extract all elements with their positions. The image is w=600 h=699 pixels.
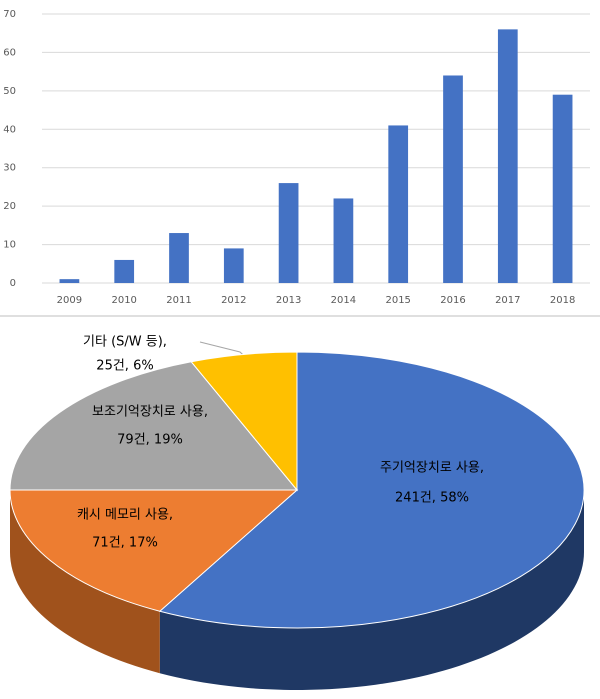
x-tick-label: 2013 (276, 295, 301, 306)
bar (443, 75, 463, 283)
y-tick-label: 40 (3, 124, 16, 135)
y-tick-label: 70 (3, 9, 16, 20)
y-tick-label: 60 (3, 47, 16, 58)
pie-slice (9, 361, 299, 491)
x-tick-label: 2016 (440, 295, 465, 306)
bar (552, 94, 573, 283)
x-tick-label: 2010 (111, 295, 136, 306)
x-tick-label: 2017 (495, 295, 520, 306)
bar (333, 198, 354, 283)
x-tick-label: 2012 (221, 295, 246, 306)
pie-side (10, 490, 160, 674)
pie-value-label: 71건, 17% (92, 536, 158, 551)
bar (59, 279, 80, 283)
pie-slice (158, 351, 585, 629)
bar (388, 125, 409, 283)
bar (278, 183, 299, 283)
x-tick-label: 2011 (166, 295, 191, 306)
pie-value-label: 241건, 58% (395, 491, 469, 506)
pie-slice (9, 489, 299, 612)
pie-value-label: 79건, 19% (117, 433, 183, 448)
pie-side (159, 490, 584, 690)
y-tick-label: 50 (3, 86, 16, 97)
bar (223, 248, 244, 283)
x-tick-label: 2009 (57, 295, 82, 306)
pie-value-label: 25건, 6% (96, 359, 153, 374)
bar (169, 233, 189, 283)
pie-label: 기타 (S/W 등), (83, 335, 167, 350)
x-tick-label: 2014 (331, 295, 356, 306)
y-tick-label: 10 (3, 240, 16, 251)
pie-label: 주기억장치로 사용, (380, 461, 484, 476)
y-tick-label: 30 (3, 163, 16, 174)
pie-slice (190, 351, 298, 492)
x-tick-label: 2015 (385, 295, 410, 306)
pie-label: 캐시 메모리 사용, (77, 508, 173, 523)
pie-label: 보조기억장치로 사용, (92, 405, 208, 420)
y-tick-label: 0 (10, 278, 16, 289)
bar (114, 259, 135, 283)
x-tick-label: 2018 (550, 295, 575, 306)
y-tick-label: 20 (3, 201, 16, 212)
bar (497, 29, 518, 283)
